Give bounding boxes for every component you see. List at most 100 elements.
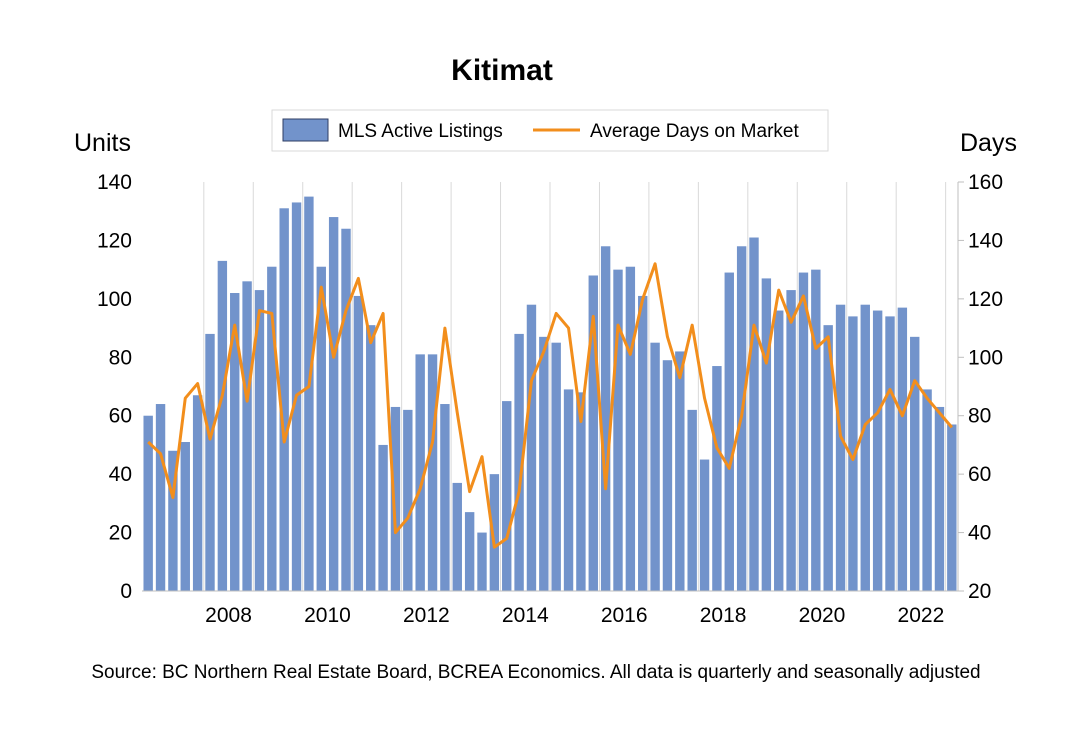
- x-tick-label: 2016: [601, 604, 648, 627]
- y-axis-right-title: Days: [960, 129, 1017, 157]
- days-on-market-line: [147, 262, 953, 549]
- legend-bar-swatch: [282, 118, 329, 142]
- bar: [897, 307, 908, 591]
- y-axis-left-title: Units: [74, 129, 131, 157]
- y-tick-left-label: 0: [120, 580, 132, 603]
- bar: [588, 275, 598, 591]
- bar: [353, 295, 364, 591]
- y-tick-right-label: 40: [968, 522, 991, 545]
- legend-label-days: Average Days on Market: [590, 121, 799, 142]
- bar: [774, 310, 784, 591]
- bar: [625, 266, 636, 591]
- source-note: Source: BC Northern Real Estate Board, B…: [91, 662, 981, 683]
- bar: [192, 395, 203, 591]
- x-tick-label: 2010: [304, 604, 351, 627]
- bar: [316, 266, 326, 591]
- bar: [823, 325, 833, 591]
- bar: [786, 290, 796, 591]
- x-tick-label: 2018: [700, 604, 747, 627]
- bar: [403, 409, 413, 591]
- bar: [650, 342, 660, 591]
- bar: [835, 304, 846, 591]
- y-tick-left-label: 80: [109, 346, 132, 369]
- bar: [910, 336, 920, 591]
- bar: [638, 295, 648, 591]
- line-series: [147, 262, 953, 549]
- y-tick-right-label: 140: [968, 229, 1003, 252]
- bar: [761, 278, 772, 591]
- bar: [489, 474, 500, 591]
- y-tick-right-label: 100: [968, 346, 1003, 369]
- y-tick-right-label: 120: [968, 288, 1003, 311]
- bar: [514, 333, 524, 591]
- bar: [205, 333, 215, 591]
- axes: [142, 181, 964, 592]
- y-tick-left-label: 100: [97, 288, 132, 311]
- bar-series: [143, 196, 957, 592]
- bar: [662, 360, 673, 591]
- x-tick-label: 2014: [502, 604, 549, 627]
- bar: [947, 424, 957, 591]
- bar: [328, 217, 339, 591]
- y-tick-right-label: 80: [968, 405, 991, 428]
- bar: [922, 389, 932, 591]
- bar: [267, 266, 277, 591]
- bar: [230, 293, 240, 591]
- bar: [724, 272, 734, 591]
- bar: [242, 281, 252, 591]
- bar: [155, 404, 166, 591]
- bar: [539, 336, 549, 591]
- bar: [427, 354, 438, 591]
- y-tick-left-label: 140: [97, 171, 132, 194]
- bar: [254, 290, 265, 591]
- bar: [378, 444, 388, 591]
- y-tick-left-label: 20: [109, 522, 132, 545]
- x-tick-label: 2022: [898, 604, 945, 627]
- bar: [415, 354, 425, 591]
- bar: [217, 260, 228, 591]
- y-tick-left-label: 40: [109, 463, 132, 486]
- bar: [687, 409, 697, 591]
- bar: [860, 304, 870, 591]
- bar: [749, 237, 759, 591]
- bar: [341, 228, 351, 592]
- bar: [798, 272, 809, 591]
- bar: [464, 512, 475, 591]
- bar: [279, 208, 289, 592]
- bar: [304, 196, 314, 592]
- bar: [712, 366, 722, 591]
- x-tick-label: 2020: [799, 604, 846, 627]
- y-tick-right-label: 60: [968, 463, 991, 486]
- legend-label-listings: MLS Active Listings: [338, 121, 503, 142]
- bar: [934, 406, 945, 591]
- bar: [675, 351, 685, 591]
- bar: [180, 442, 190, 591]
- bar: [143, 415, 153, 591]
- bar: [168, 450, 178, 591]
- bar: [885, 316, 895, 591]
- bar: [563, 389, 574, 591]
- chart-title: Kitimat: [451, 54, 553, 87]
- bar: [366, 325, 376, 591]
- y-tick-right-label: 20: [968, 580, 991, 603]
- bar: [576, 392, 586, 591]
- bar: [452, 482, 462, 591]
- bar: [600, 246, 611, 591]
- bar: [872, 310, 883, 591]
- bar: [440, 404, 450, 591]
- y-tick-right-label: 160: [968, 171, 1003, 194]
- tick-labels: 0 20 40 60 80 100 120 140 20 40 60 80 100 120 140 160 20…: [97, 171, 1003, 627]
- bar: [502, 401, 512, 591]
- bar: [699, 459, 710, 591]
- bar: [477, 532, 487, 591]
- bar: [390, 406, 401, 591]
- y-tick-left-label: 120: [97, 229, 132, 252]
- x-tick-label: 2008: [205, 604, 252, 627]
- legend: MLS Active Listings Average Days on Mark…: [271, 109, 829, 152]
- bar: [811, 269, 821, 591]
- bar: [613, 269, 623, 591]
- x-tick-label: 2012: [403, 604, 450, 627]
- bar: [526, 304, 537, 591]
- y-tick-left-label: 60: [109, 405, 132, 428]
